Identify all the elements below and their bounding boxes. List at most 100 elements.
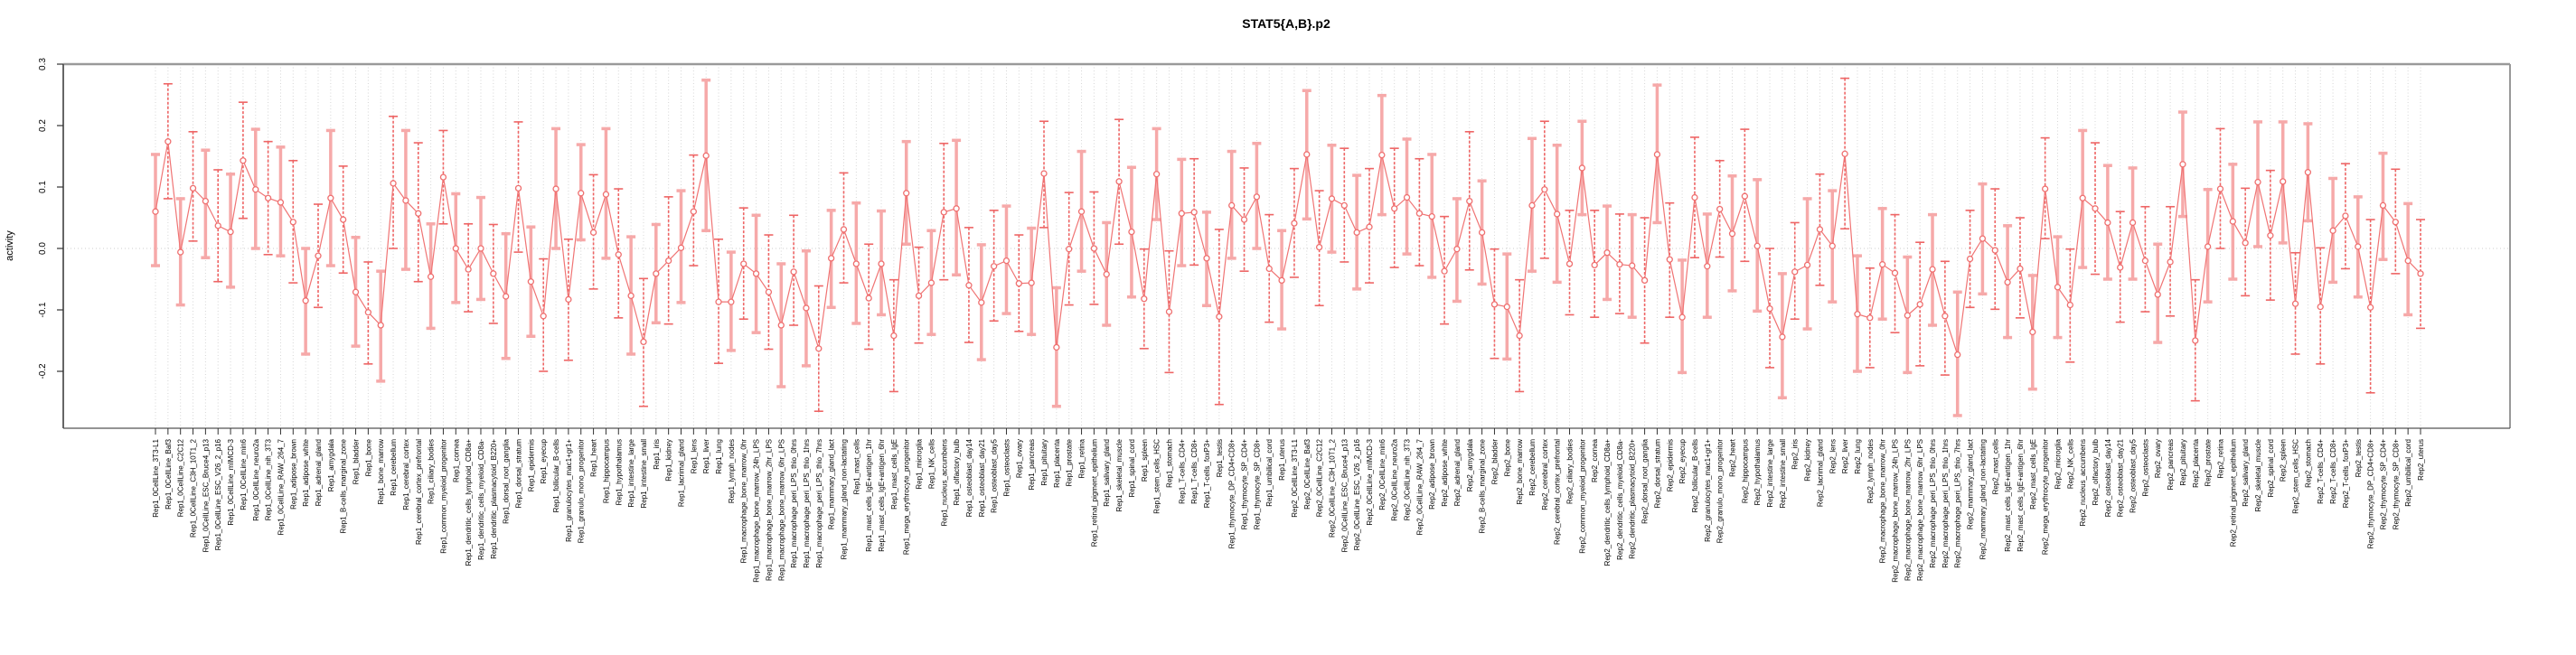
x-tick-label: Rep2_eyecup bbox=[1678, 438, 1687, 483]
x-tick-label: Rep1_liver bbox=[702, 439, 710, 474]
x-tick-label: Rep1_hippocampus bbox=[602, 439, 610, 503]
data-point bbox=[589, 229, 597, 236]
data-point bbox=[227, 228, 234, 236]
y-tick-label: 0.3 bbox=[38, 58, 48, 70]
x-tick-label: Rep2_0CellLine_nih_3T3 bbox=[1404, 438, 1412, 520]
x-tick-label: Rep1_common_myeloid_progenitor bbox=[439, 439, 447, 554]
error-bar bbox=[1965, 210, 1975, 309]
data-point bbox=[1441, 267, 1448, 275]
x-tick-label: Rep2_skeletal_muscle bbox=[2254, 438, 2262, 511]
data-point bbox=[1528, 201, 1536, 210]
data-point bbox=[940, 209, 947, 216]
x-tick-label: Rep2_common_myeloid_progenitor bbox=[1578, 439, 1586, 554]
x-tick-label: Rep2_retinal_pigment_epithelium bbox=[2229, 439, 2237, 547]
x-tick-label: Rep1_lung bbox=[715, 439, 723, 474]
data-point bbox=[1916, 301, 1923, 308]
error-bar bbox=[488, 223, 498, 324]
x-tick-label: Rep1_macrophage_bone_marrow_6hr_LPS bbox=[777, 439, 785, 581]
data-point bbox=[402, 197, 409, 204]
x-tick-label: Rep2_0CellLine_RAW_264_7 bbox=[1415, 438, 1424, 535]
error-bar bbox=[1440, 215, 1450, 325]
error-bar bbox=[1264, 213, 1274, 323]
x-tick-label: Rep2_thymocyte_DP_CD4+CD8+ bbox=[2367, 439, 2375, 549]
error-bar bbox=[389, 116, 399, 249]
x-tick-label: Rep2_mast_cells bbox=[1991, 439, 1999, 494]
data-point bbox=[2329, 227, 2336, 234]
x-tick-label: Rep1_osteoblast_day14 bbox=[965, 438, 973, 517]
x-tick-label: Rep2_granulocytes_mac1+gr1+ bbox=[1704, 439, 1712, 542]
x-tick-label: Rep2_epidermis bbox=[1666, 439, 1674, 491]
data-point bbox=[1516, 332, 1523, 340]
x-tick-label: Rep2_macrophage_peri_LPS_thio_1hrs bbox=[1941, 439, 1950, 568]
data-point bbox=[1265, 265, 1273, 273]
data-point bbox=[1478, 229, 1486, 236]
data-point bbox=[1178, 210, 1185, 217]
data-point bbox=[640, 338, 647, 346]
x-tick-label: Rep2_ovary bbox=[2154, 439, 2162, 478]
data-point bbox=[2066, 301, 2073, 309]
error-bar bbox=[1740, 128, 1750, 263]
data-point bbox=[1366, 223, 1373, 230]
x-tick-label: Rep1_spinal_cord bbox=[1128, 439, 1136, 498]
x-tick-label: Rep2_heart bbox=[1729, 438, 1737, 477]
data-point bbox=[1603, 249, 1611, 257]
data-point bbox=[202, 197, 210, 205]
x-tick-label: Rep1_stomach bbox=[1165, 439, 1173, 488]
x-tick-label: Rep1_epidermis bbox=[527, 439, 535, 491]
data-point bbox=[1190, 209, 1198, 216]
x-tick-label: Rep1_0CellLine_3T3-L1 bbox=[152, 438, 160, 517]
data-point bbox=[1829, 242, 1836, 249]
error-bar bbox=[1665, 201, 1675, 318]
x-tick-label: Rep2_adipose_white bbox=[1441, 438, 1449, 506]
x-tick-label: Rep2_mast_cells_IgE+antigen_6hr bbox=[2017, 439, 2025, 552]
error-bar bbox=[813, 285, 823, 413]
data-point bbox=[1904, 312, 1911, 319]
data-point bbox=[1152, 171, 1161, 178]
data-point bbox=[1291, 220, 1298, 227]
data-point bbox=[2192, 337, 2199, 344]
x-tick-label: Rep2_spleen bbox=[2280, 439, 2288, 482]
data-point bbox=[953, 205, 960, 212]
data-point bbox=[2366, 304, 2374, 311]
data-point bbox=[1991, 247, 1998, 254]
x-tick-label: Rep1_macrophage_bone_marrow_2hr_LPS bbox=[765, 439, 773, 581]
x-tick-label: Rep1_mast_cells_IgE bbox=[890, 439, 898, 510]
data-point bbox=[1216, 313, 1223, 321]
data-point bbox=[2017, 265, 2024, 273]
data-point bbox=[702, 152, 710, 159]
data-point bbox=[1077, 208, 1086, 215]
data-point bbox=[1541, 186, 1548, 193]
error-bar bbox=[1415, 157, 1424, 267]
x-tick-label: Rep1_0CellLine_neuro2a bbox=[252, 438, 260, 520]
data-point bbox=[240, 157, 247, 164]
x-tick-label: Rep1_macrophage_bone_marrow_24h_LPS bbox=[753, 439, 761, 583]
x-tick-label: Rep1_intestine_small bbox=[640, 439, 648, 509]
x-tick-label: Rep2_lung bbox=[1854, 439, 1862, 474]
data-point bbox=[2167, 258, 2174, 266]
x-tick-label: Rep1_heart bbox=[590, 438, 598, 477]
data-point bbox=[2267, 232, 2274, 239]
data-point bbox=[2229, 218, 2236, 225]
x-tick-label: Rep2_ciliary_bodies bbox=[1566, 439, 1575, 504]
data-point bbox=[1141, 295, 1148, 303]
data-point bbox=[1128, 228, 1135, 236]
x-tick-label: Rep2_adipose_brown bbox=[1428, 439, 1436, 510]
data-point bbox=[790, 268, 797, 276]
x-tick-label: Rep1_bone_marrow bbox=[377, 439, 385, 505]
x-tick-label: Rep1_B-cells_marginal_zone bbox=[340, 438, 348, 533]
x-tick-label: Rep2_intestine_large bbox=[1766, 438, 1774, 507]
x-tick-label: Rep2_cerebral_cortex_prefrontal bbox=[1554, 439, 1562, 545]
x-tick-label: Rep1_thymocyte_SP_CD4+ bbox=[1241, 439, 1249, 530]
x-tick-label: Rep1_bone bbox=[364, 438, 372, 476]
y-tick-label: 0.1 bbox=[38, 181, 48, 193]
x-tick-label: Rep1_thymocyte_DP_CD4+CD8+ bbox=[1228, 439, 1236, 549]
x-tick-label: Rep1_uterus bbox=[1278, 439, 1286, 481]
error-bar bbox=[914, 246, 924, 344]
data-point bbox=[677, 244, 685, 251]
x-tick-label: Rep2_lacrimal_gland bbox=[1816, 439, 1824, 507]
x-tick-label: Rep2_mast_cells_IgE+antigen_1hr bbox=[2004, 439, 2012, 552]
data-point bbox=[1841, 150, 1848, 157]
data-point bbox=[289, 219, 296, 226]
x-tick-label: Rep1_placenta bbox=[1053, 438, 1061, 487]
x-tick-label: Rep1_0CellLine_ESC_Bruce4_p13 bbox=[202, 438, 210, 552]
